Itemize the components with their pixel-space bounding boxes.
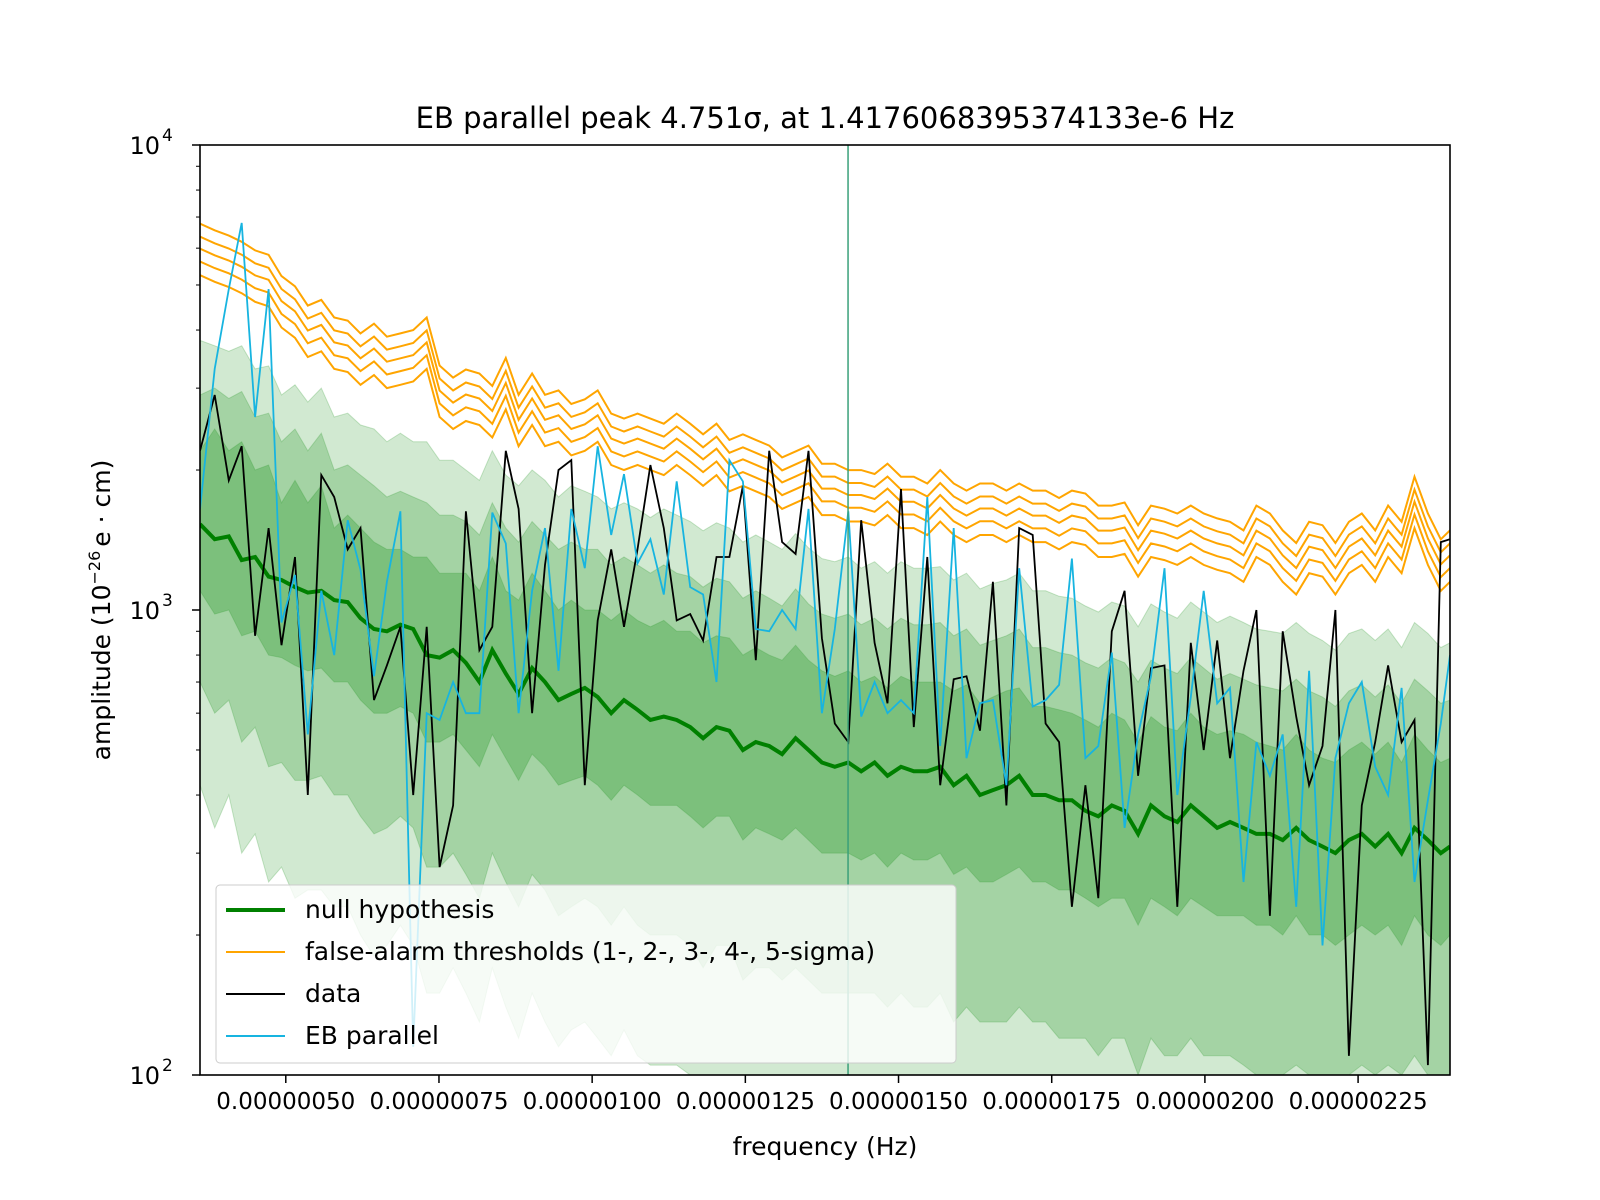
threshold-line-4-sigma (200, 235, 1450, 558)
y-tick-label: 10 (129, 132, 160, 160)
y-axis-label-prefix: amplitude (10 (87, 585, 116, 761)
legend: null hypothesis false-alarm thresholds (… (215, 884, 957, 1064)
x-tick-label: 0.00000075 (369, 1089, 508, 1115)
legend-null-label: null hypothesis (305, 895, 494, 924)
x-tick-label: 0.00000050 (216, 1089, 355, 1115)
data-line (200, 394, 1450, 1066)
legend-thresholds-label: false-alarm thresholds (1-, 2-, 3-, 4-, … (305, 937, 875, 966)
threshold-line-5-sigma (200, 222, 1450, 545)
y-tick-label: 10 (129, 1062, 160, 1090)
y-axis-label-exponent: −26 (85, 551, 104, 585)
y-tick-exponent: 3 (162, 591, 173, 611)
x-tick-label: 0.00000125 (676, 1089, 815, 1115)
y-tick-exponent: 2 (162, 1056, 173, 1076)
y-axis-label-suffix: e · cm) (87, 460, 116, 547)
series-lines (200, 222, 1450, 1066)
legend-box (215, 884, 957, 1064)
legend-eb-label: EB parallel (305, 1021, 439, 1050)
legend-data-label: data (305, 979, 361, 1008)
x-axis-label: frequency (Hz) (733, 1132, 918, 1161)
chart-title: EB parallel peak 4.751σ, at 1.4176068395… (416, 101, 1235, 135)
x-axis-ticks: 0.00000050 0.00000075 0.00000100 0.00000125… (216, 1075, 1428, 1115)
x-tick-label: 0.00000200 (1135, 1089, 1274, 1115)
y-tick-label: 10 (129, 597, 160, 625)
threshold-line-3-sigma (200, 247, 1450, 570)
y-axis-label: amplitude (10−26 e · cm) (85, 460, 116, 761)
threshold-line-1-sigma (200, 274, 1450, 597)
x-tick-label: 0.00000225 (1289, 1089, 1428, 1115)
threshold-line-2-sigma (200, 260, 1450, 583)
x-tick-label: 0.00000175 (982, 1089, 1121, 1115)
y-tick-exponent: 4 (162, 126, 173, 146)
x-tick-label: 0.00000150 (829, 1089, 968, 1115)
x-tick-label: 0.00000100 (523, 1089, 662, 1115)
null-hypothesis-line (200, 522, 1450, 857)
